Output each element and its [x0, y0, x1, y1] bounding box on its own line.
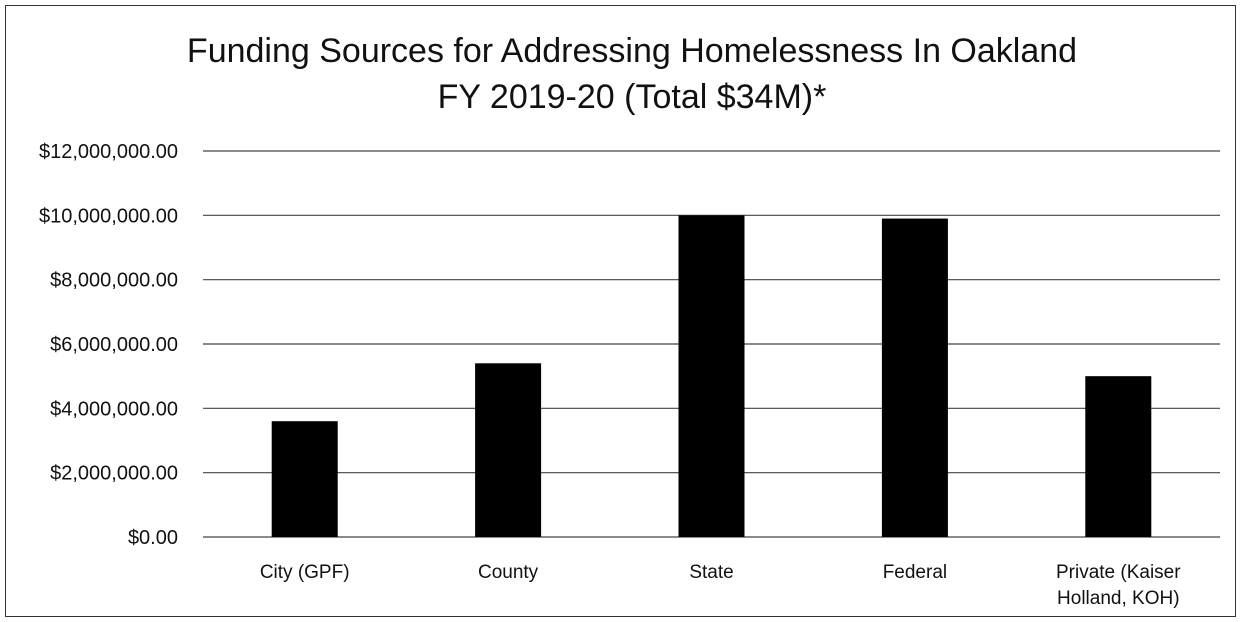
bar-1 — [475, 363, 542, 537]
y-tick-label: $2,000,000.00 — [50, 463, 178, 485]
chart-frame — [5, 5, 1236, 617]
gridlines — [203, 150, 1220, 538]
x-category-label: City (GPF) — [260, 562, 350, 583]
y-tick-label: $8,000,000.00 — [50, 270, 178, 292]
chart-title-line-2: FY 2019-20 (Total $34M)* — [438, 78, 827, 116]
bar-2 — [678, 215, 745, 538]
bar-3 — [881, 218, 948, 538]
bar-0 — [271, 421, 338, 537]
y-axis-tick-labels: $0.00 $2,000,000.00 $4,000,000.00 $6,000,00… — [39, 141, 178, 549]
x-category-label: Holland, KOH) — [1057, 588, 1180, 609]
x-axis-category-labels: City (GPF) County State Federal Private (Kai… — [260, 562, 1181, 609]
x-category-label: Private (Kaiser — [1056, 562, 1181, 583]
x-category-label: County — [478, 562, 539, 583]
y-tick-label: $0.00 — [128, 527, 178, 549]
x-category-label: State — [689, 562, 733, 583]
x-category-label: Federal — [883, 562, 947, 583]
bars — [271, 215, 1152, 538]
chart-title-line-1: Funding Sources for Addressing Homelessn… — [187, 32, 1077, 70]
y-tick-label: $6,000,000.00 — [50, 334, 178, 356]
y-tick-label: $12,000,000.00 — [39, 141, 178, 163]
bar-4 — [1085, 376, 1152, 537]
chart-title: Funding Sources for Addressing Homelessn… — [187, 32, 1077, 116]
y-tick-label: $4,000,000.00 — [50, 398, 178, 420]
y-tick-label: $10,000,000.00 — [39, 205, 178, 227]
